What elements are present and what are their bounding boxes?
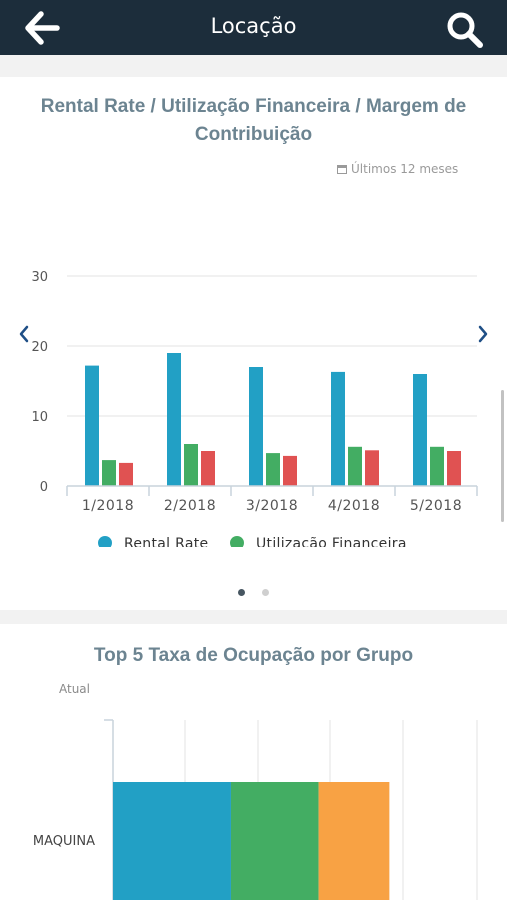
pager-dot-active[interactable]	[238, 589, 245, 596]
bar[interactable]	[413, 374, 427, 486]
arrow-left-icon[interactable]	[24, 10, 60, 46]
occupancy-card: Top 5 Taxa de Ocupação por Grupo Atual M…	[0, 624, 507, 900]
chart-title-line2: Contribuição	[194, 124, 313, 145]
y-tick-label: 30	[31, 270, 48, 285]
bar-segment[interactable]	[230, 782, 319, 900]
pager-dot[interactable]	[262, 589, 269, 596]
legend-marker	[98, 536, 112, 547]
bar-segment[interactable]	[318, 782, 390, 900]
page-title: Locação	[210, 14, 297, 38]
bar[interactable]	[249, 367, 263, 486]
chart-title-ocupacao: Top 5 Taxa de Ocupação por Grupo	[93, 645, 414, 666]
x-tick-label: 2/2018	[164, 498, 216, 514]
y-category-label: MAQUINA	[33, 834, 95, 849]
bar[interactable]	[365, 450, 379, 486]
rental-rate-chart: 0 10 20 30 1/2018 2/2018 3/2018 4/2018 5/2018 R…	[31, 270, 478, 547]
search-icon[interactable]	[444, 9, 484, 49]
legend-label: Rental Rate	[124, 536, 208, 547]
bar[interactable]	[201, 451, 215, 486]
calendar-icon	[337, 165, 347, 174]
bar[interactable]	[266, 453, 280, 486]
period-label: Últimos 12 meses	[351, 162, 459, 176]
chevron-left-icon[interactable]	[17, 324, 31, 344]
bar[interactable]	[348, 446, 362, 486]
x-tick-label: 1/2018	[82, 498, 134, 514]
legend-label: Utilização Financeira	[256, 536, 407, 547]
bar[interactable]	[85, 365, 99, 486]
chart-title-line1: Rental Rate / Utilização Financeira / Ma…	[40, 96, 467, 117]
legend-item[interactable]: Utilização Financeira	[230, 536, 407, 547]
y-tick-label: 20	[31, 340, 48, 355]
bar[interactable]	[119, 462, 133, 486]
bar[interactable]	[447, 451, 461, 486]
bar[interactable]	[283, 455, 297, 486]
x-tick-label: 5/2018	[410, 498, 462, 514]
y-tick-label: 10	[31, 410, 48, 425]
chart-subtitle: Atual	[59, 682, 90, 696]
top-app-bar: Locação	[0, 0, 507, 55]
bar[interactable]	[430, 446, 444, 486]
bar-segment[interactable]	[113, 782, 231, 900]
legend-marker	[230, 536, 244, 547]
x-tick-label: 3/2018	[246, 498, 298, 514]
occupancy-chart: MAQUINA	[33, 719, 478, 900]
y-tick-label: 0	[40, 480, 48, 495]
chevron-right-icon[interactable]	[476, 324, 490, 344]
period-filter[interactable]: Últimos 12 meses	[337, 162, 458, 176]
x-tick-label: 4/2018	[328, 498, 380, 514]
rental-rate-card: Rental Rate / Utilização Financeira / Ma…	[0, 77, 507, 610]
scrollbar[interactable]	[501, 390, 504, 522]
chart-title: Rental Rate / Utilização Financeira / Ma…	[20, 93, 487, 149]
bar[interactable]	[167, 353, 181, 486]
bar[interactable]	[102, 460, 116, 486]
legend-item[interactable]: Rental Rate	[98, 536, 208, 547]
bar[interactable]	[184, 444, 198, 486]
bar[interactable]	[331, 371, 345, 486]
